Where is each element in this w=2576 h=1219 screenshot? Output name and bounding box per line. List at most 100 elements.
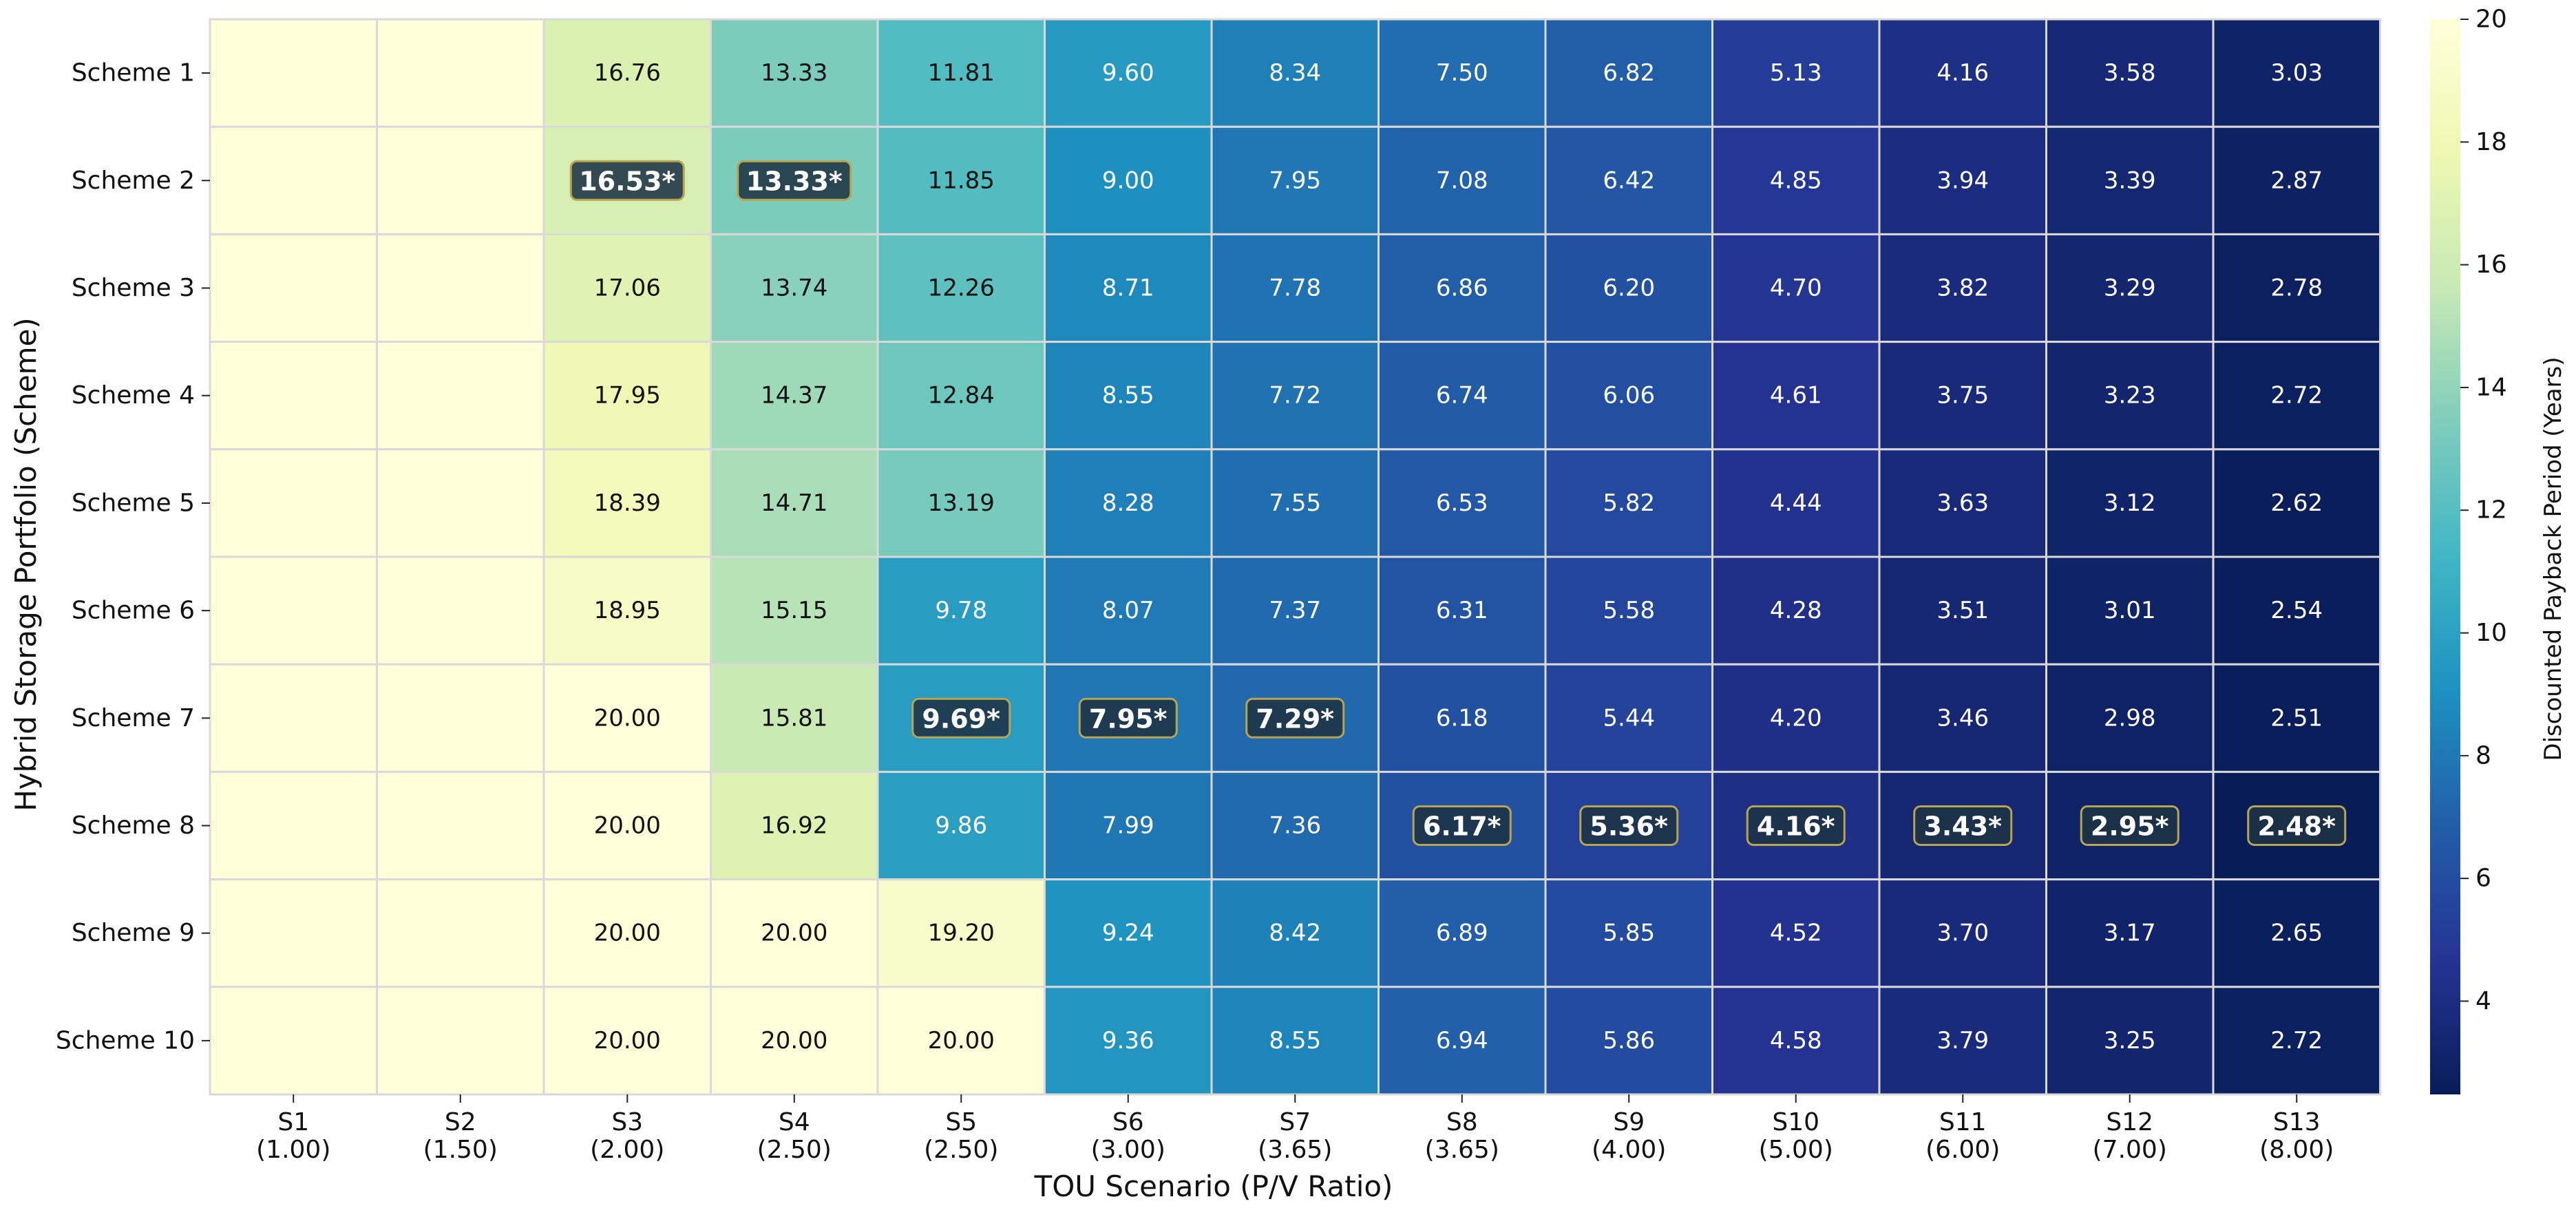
x-tick-label: S2 (445, 1108, 476, 1136)
heatmap-cell (1878, 555, 2047, 666)
colorbar-tick-label: 10 (2475, 619, 2507, 647)
cell-value: 17.95 (594, 382, 661, 410)
heatmap-cell (376, 341, 545, 451)
heatmap-cell (710, 341, 879, 451)
cell-value: 2.54 (2270, 597, 2323, 624)
cell-value: 6.74 (1436, 382, 1488, 410)
heatmap-cell (1878, 341, 2047, 451)
heatmap-cell (2045, 125, 2215, 235)
heatmap-cell (710, 986, 879, 1096)
x-tick-ratio: (5.00) (1759, 1136, 1833, 1164)
cell-value-highlight: 13.33* (746, 166, 843, 196)
cell-value: 11.85 (928, 167, 995, 194)
heatmap-cell (2045, 233, 2215, 343)
cell-value: 9.24 (1102, 920, 1154, 947)
colorbar: 4 6 8 10 12 14 16 18 20 (2430, 6, 2507, 1094)
cell-value: 18.95 (594, 597, 661, 624)
cell-value: 3.58 (2104, 59, 2156, 87)
cell-value: 5.44 (1603, 704, 1655, 732)
cell-value: 4.28 (1770, 597, 1822, 624)
heatmap-cell (209, 878, 378, 988)
cell-value: 6.53 (1436, 489, 1488, 517)
cell-value: 14.71 (761, 489, 827, 517)
cell-value: 2.78 (2270, 275, 2323, 302)
y-tick-label: Scheme 7 (72, 704, 195, 732)
cell-value: 2.98 (2104, 704, 2156, 732)
cell-value: 19.20 (928, 920, 995, 947)
heatmap-cell (876, 555, 1046, 666)
heatmap-cell (1544, 986, 1713, 1096)
cell-value: 16.92 (761, 812, 827, 840)
x-tick-label: S10 (1772, 1108, 1819, 1136)
heatmap-cell (1377, 125, 1547, 235)
x-tick-label: S12 (2106, 1108, 2153, 1136)
highlight-badge (1078, 697, 1178, 739)
cell-value: 6.06 (1603, 382, 1655, 410)
highlight-badge (911, 697, 1011, 739)
heatmap-cell (1878, 233, 2047, 343)
heatmap-cells: 16.76 13.33 11.81 9.60 8.34 7.50 6.82 5.13 4.16 3… (209, 18, 2381, 1096)
cell-value: 3.23 (2104, 382, 2156, 410)
heatmap-cell (1878, 663, 2047, 773)
cell-value: 17.06 (594, 275, 661, 302)
cell-value: 3.01 (2104, 597, 2156, 624)
heatmap-cell (876, 986, 1046, 1096)
cell-value: 9.86 (935, 812, 987, 840)
cell-value: 9.00 (1102, 167, 1154, 194)
heatmap-cell (2212, 986, 2381, 1096)
cell-value: 9.60 (1102, 59, 1154, 87)
heatmap-cell (542, 986, 712, 1096)
cell-value: 13.33 (761, 59, 827, 87)
cell-value: 2.65 (2270, 920, 2323, 947)
x-tick-label: S6 (1112, 1108, 1144, 1136)
cell-value: 4.52 (1770, 920, 1822, 947)
cell-value: 3.03 (2270, 59, 2323, 87)
cell-value: 6.89 (1436, 920, 1488, 947)
cell-value-highlight: 5.36* (1590, 812, 1668, 842)
heatmap-cell (209, 233, 378, 343)
heatmap-cell (2212, 663, 2381, 773)
x-tick-label: S5 (945, 1108, 977, 1136)
cell-value: 12.26 (928, 275, 995, 302)
x-tick-ratio: (8.00) (2259, 1136, 2334, 1164)
cell-value: 3.29 (2104, 275, 2156, 302)
heatmap-cell (2045, 663, 2215, 773)
colorbar-tick-label: 8 (2475, 741, 2491, 770)
heatmap-cell (1377, 986, 1547, 1096)
x-tick-label: S11 (1939, 1108, 1987, 1136)
heatmap-cell (2045, 878, 2215, 988)
y-tick-label: Scheme 9 (72, 919, 195, 947)
heatmap-cell (1878, 448, 2047, 558)
heatmap-cell (209, 448, 378, 558)
highlight-badge (1579, 805, 1679, 846)
highlight-badge (2247, 805, 2347, 846)
heatmap-cell (1210, 233, 1380, 343)
heatmap-cell (1210, 448, 1380, 558)
x-tick-label: S9 (1613, 1108, 1645, 1136)
cell-value-highlight: 6.17* (1423, 812, 1501, 842)
heatmap-cell (1711, 18, 1881, 128)
heatmap-cell (2212, 555, 2381, 666)
cell-value: 8.42 (1269, 920, 1321, 947)
heatmap-cell (209, 555, 378, 666)
heatmap-cell (376, 986, 545, 1096)
heatmap-cell (1044, 233, 1213, 343)
heatmap-cell (1711, 448, 1881, 558)
cell-value: 6.82 (1603, 59, 1655, 87)
x-tick-ratio: (3.00) (1091, 1136, 1165, 1164)
x-tick-ratio: (2.50) (757, 1136, 832, 1164)
cell-value: 3.63 (1936, 489, 1989, 517)
y-tick-label: Scheme 3 (72, 274, 195, 302)
heatmap-cell (2212, 448, 2381, 558)
cell-value: 3.25 (2104, 1027, 2156, 1054)
x-tick-ratio: (3.65) (1258, 1136, 1332, 1164)
cell-value-highlight: 3.43* (1923, 812, 2002, 842)
heatmap-cell (1210, 341, 1380, 451)
cell-value: 3.79 (1936, 1027, 1989, 1054)
x-tick-ratio: (4.00) (1592, 1136, 1666, 1164)
highlight-badge (1245, 697, 1345, 739)
cell-value: 2.51 (2270, 704, 2323, 732)
heatmap-cell (710, 663, 879, 773)
heatmap-cell (542, 878, 712, 988)
cell-value: 3.75 (1936, 382, 1989, 410)
